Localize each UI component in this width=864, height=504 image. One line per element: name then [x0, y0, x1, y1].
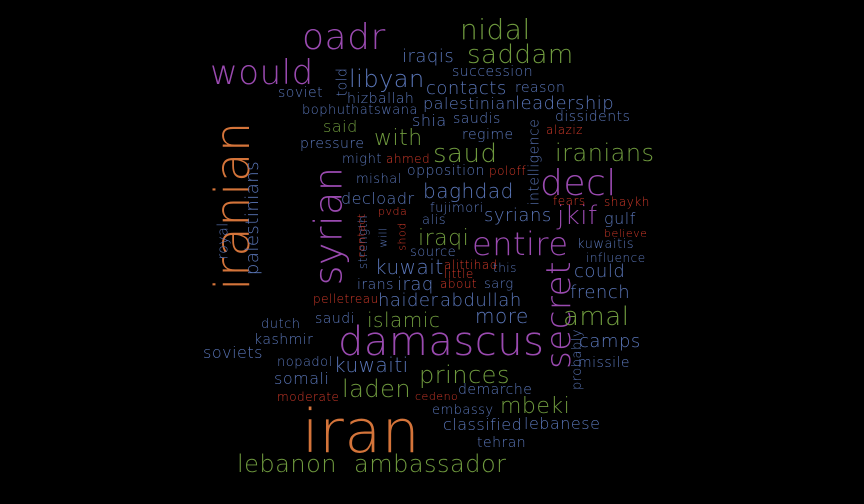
word-iraqis: iraqis	[402, 46, 455, 67]
word-oadr: oadr	[302, 17, 386, 58]
word-this: this	[493, 261, 517, 275]
word-saudis: saudis	[453, 111, 501, 127]
word-libyan: libyan	[349, 65, 425, 93]
word-source: source	[410, 245, 457, 260]
word-dissidents: dissidents	[555, 109, 631, 125]
word-soviets: soviets	[203, 343, 263, 362]
word-pressure: pressure	[300, 136, 365, 152]
word-baghdad: baghdad	[423, 179, 514, 203]
word-classified: classified	[443, 415, 523, 434]
word-iraqi: iraqi	[418, 226, 470, 251]
word-might: might	[342, 152, 382, 167]
word-pvda: pvda	[378, 205, 408, 218]
word-pelletreau: pelletreau	[313, 292, 379, 306]
word-believe: believe	[604, 227, 648, 240]
word-influence: influence	[586, 251, 646, 265]
word-palestinians: palestinians	[242, 160, 264, 276]
word-sarg: sarg	[484, 277, 514, 292]
word-alis: alis	[422, 213, 446, 228]
word-opposition: opposition	[407, 163, 485, 179]
word-entire: entire	[472, 225, 569, 263]
word-kuwaitis: kuwaitis	[577, 237, 635, 252]
word-nopadol: nopadol	[277, 355, 333, 370]
word-palestinian: palestinian	[423, 94, 517, 113]
word-kuwait: kuwait	[375, 255, 444, 279]
word-missile: missile	[578, 355, 631, 371]
word-amal: amal	[563, 302, 630, 332]
word-abdullah: abdullah	[440, 290, 522, 311]
word-shod: shod	[395, 222, 409, 251]
word-jkif: jkif	[557, 201, 598, 231]
word-gulf: gulf	[604, 209, 636, 228]
word-irans: irans	[357, 277, 394, 293]
word-lebanese: lebanese	[524, 414, 601, 433]
word-lebanon: lebanon	[237, 450, 337, 478]
word-ahmed: ahmed	[386, 152, 431, 166]
word-shia: shia	[412, 111, 447, 130]
word-intelligence: intelligence	[526, 118, 543, 206]
word-embassy: embassy	[432, 403, 494, 418]
word-moderate: moderate	[277, 390, 340, 404]
word-hizballah: hizballah	[347, 91, 415, 107]
word-iraq: iraq	[397, 274, 434, 295]
word-laden: laden	[342, 375, 412, 403]
word-soviet: soviet	[278, 85, 324, 101]
word-islamic: islamic	[367, 308, 441, 332]
word-cedeno: cedeno	[415, 390, 459, 403]
word-royal: royal	[215, 222, 232, 260]
word-fujimori: fujimori	[430, 201, 484, 216]
word-reason: reason	[515, 80, 566, 96]
word-syrian: syrian	[306, 166, 351, 286]
word-haider: haider	[378, 290, 439, 311]
word-iran: iran	[302, 397, 421, 467]
word-camps: camps	[579, 331, 641, 352]
word-would: would	[210, 53, 314, 93]
word-saud: saud	[433, 139, 498, 169]
word-about: about	[440, 277, 478, 291]
word-iranians: iranians	[555, 139, 655, 167]
word-decl: decl	[540, 163, 617, 204]
word-poloff: poloff	[489, 164, 527, 178]
word-could: could	[574, 261, 626, 282]
word-ambassador: ambassador	[354, 450, 507, 478]
word-kashmir: kashmir	[254, 332, 314, 348]
word-said: said	[323, 117, 358, 136]
word-fears: fears	[553, 194, 586, 208]
word-demarche: demarche	[458, 382, 533, 398]
word-more: more	[475, 304, 529, 328]
word-syrians: syrians	[484, 205, 552, 226]
word-saddam: saddam	[467, 40, 574, 70]
word-nidal: nidal	[460, 13, 531, 46]
word-decloadr: decloadr	[341, 189, 415, 208]
word-succession: succession	[452, 64, 534, 80]
word-bophuthatswana: bophuthatswana	[302, 103, 418, 118]
word-princes: princes	[419, 361, 510, 389]
word-saudi: saudi	[315, 311, 356, 327]
word-will: will	[376, 227, 390, 248]
word-french: french	[570, 282, 631, 303]
word-leadership: leadership	[515, 93, 615, 114]
word-kuwaiti: kuwaiti	[334, 353, 409, 377]
word-alittihad: alittihad	[444, 258, 498, 272]
word-damascus: damascus	[338, 319, 545, 365]
word-somali: somali	[274, 369, 330, 388]
word-mishal: mishal	[356, 172, 402, 187]
word-contact: contact	[354, 213, 368, 258]
word-shaykh: shaykh	[604, 195, 650, 209]
word-regime: regime	[462, 127, 514, 143]
word-alaziz: alaziz	[546, 123, 583, 137]
word-tehran: tehran	[477, 435, 527, 451]
word-dutch: dutch	[261, 317, 301, 332]
word-with: with	[374, 126, 423, 151]
word-mbeki: mbeki	[500, 394, 571, 419]
word-contacts: contacts	[426, 78, 507, 99]
word-little: little	[444, 267, 474, 281]
